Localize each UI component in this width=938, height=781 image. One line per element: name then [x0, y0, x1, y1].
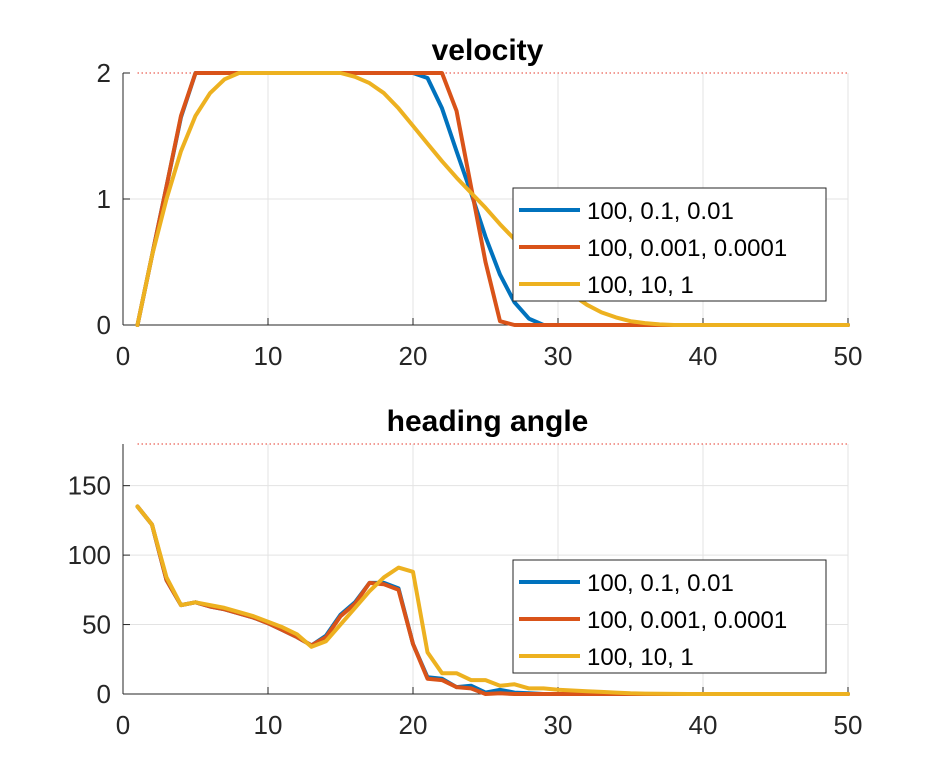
- x-tick-label: 30: [544, 341, 573, 371]
- legend: 100, 0.1, 0.01 100, 0.001, 0.0001 100, 10,…: [512, 187, 827, 302]
- x-tick-label: 0: [116, 710, 130, 740]
- legend-label: 100, 10, 1: [587, 644, 694, 671]
- x-tick-label: 40: [689, 710, 718, 740]
- y-tick-label: 2: [97, 58, 111, 88]
- x-tick-label: 0: [116, 341, 130, 371]
- plot-title: velocity: [432, 34, 544, 67]
- y-tick-label: 150: [68, 471, 111, 501]
- series-line-2: [135, 504, 850, 696]
- legend-label: 100, 0.001, 0.0001: [587, 235, 787, 262]
- y-tick-label: 100: [68, 540, 111, 570]
- x-tick-label: 20: [399, 710, 428, 740]
- x-tick-label: 30: [544, 710, 573, 740]
- legend: 100, 0.1, 0.01 100, 0.001, 0.0001 100, 10,…: [512, 559, 827, 674]
- legend-label: 100, 10, 1: [587, 272, 694, 299]
- heading-angle-plot: 0 10 20 30 40 50 0 50 100 150 heading angle 100, 0.…: [68, 405, 863, 740]
- x-tick-label: 50: [834, 710, 863, 740]
- x-tick-label: 40: [689, 341, 718, 371]
- legend-label: 100, 0.1, 0.01: [587, 198, 734, 225]
- legend-label: 100, 0.001, 0.0001: [587, 607, 787, 634]
- plot-title: heading angle: [387, 405, 589, 438]
- legend-label: 100, 0.1, 0.01: [587, 570, 734, 597]
- y-tick-label: 1: [97, 184, 111, 214]
- series-line-2: [135, 71, 850, 327]
- x-tick-label: 10: [254, 710, 283, 740]
- x-tick-label: 10: [254, 341, 283, 371]
- y-tick-label: 50: [82, 610, 111, 640]
- x-tick-label: 20: [399, 341, 428, 371]
- x-tick-label: 50: [834, 341, 863, 371]
- y-tick-label: 0: [97, 679, 111, 709]
- y-tick-label: 0: [97, 310, 111, 340]
